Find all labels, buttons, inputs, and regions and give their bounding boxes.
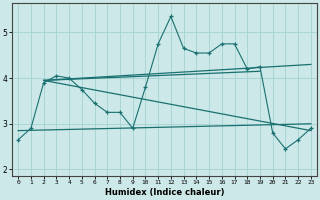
X-axis label: Humidex (Indice chaleur): Humidex (Indice chaleur): [105, 188, 224, 197]
